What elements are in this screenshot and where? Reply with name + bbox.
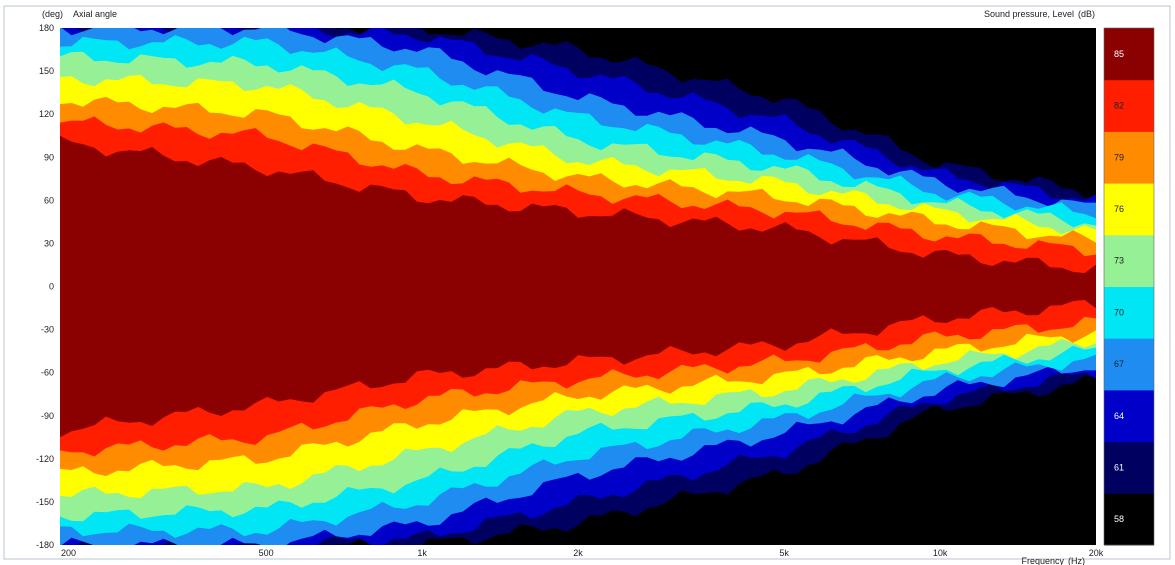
colorbar-swatch-70 xyxy=(1104,286,1154,339)
colorbar-level-label: 73 xyxy=(1114,256,1124,266)
x-tick-label: 500 xyxy=(259,548,274,558)
x-tick-label: 20k xyxy=(1089,548,1104,558)
y-tick-label: -120 xyxy=(36,454,54,464)
colorbar-level-label: 61 xyxy=(1114,463,1124,473)
colorbar-swatch-73 xyxy=(1104,234,1154,287)
y-tick-label: 0 xyxy=(49,282,54,292)
colorbar-swatch-79 xyxy=(1104,131,1154,184)
x-axis-unit: (Hz) xyxy=(1068,556,1085,565)
y-tick-label: -150 xyxy=(36,497,54,507)
x-tick-label: 1k xyxy=(417,548,427,558)
y-axis-ticks: 180 150 120 90 60 30 0 -30 -60 -90 -120 -150 -180 xyxy=(36,23,54,550)
colorbar-swatch-58 xyxy=(1104,493,1154,546)
colorbar-level-label: 85 xyxy=(1114,49,1124,59)
x-axis-ticks: 200 500 1k 2k 5k 10k 20k xyxy=(61,548,1104,558)
x-tick-label: 200 xyxy=(61,548,76,558)
colorbar-swatch-85 xyxy=(1104,28,1154,81)
x-tick-label: 10k xyxy=(933,548,948,558)
colorbar-level-label: 58 xyxy=(1114,514,1124,524)
plot-area xyxy=(60,28,1096,545)
x-tick-label: 5k xyxy=(779,548,789,558)
y-tick-label: 180 xyxy=(39,23,54,33)
colorbar-swatch-82 xyxy=(1104,79,1154,132)
colorbar-frame xyxy=(1103,27,1155,546)
colorbar-level-label: 67 xyxy=(1114,359,1124,369)
y-tick-label: 120 xyxy=(39,109,54,119)
y-tick-label: 60 xyxy=(44,195,54,205)
y-tick-label: 90 xyxy=(44,152,54,162)
y-tick-label: -180 xyxy=(36,540,54,550)
colorbar-level-label: 79 xyxy=(1114,152,1124,162)
colorbar: 58 61 64 67 70 73 76 79 82 85 xyxy=(1103,27,1155,546)
y-tick-label: -60 xyxy=(41,368,54,378)
window-border xyxy=(3,5,1171,560)
x-axis-label: Frequency xyxy=(1021,556,1064,565)
y-tick-label: 30 xyxy=(44,238,54,248)
colorbar-level-label: 70 xyxy=(1114,307,1124,317)
colorbar-swatch-67 xyxy=(1104,338,1154,391)
y-axis-unit: (deg) xyxy=(42,9,63,19)
colorbar-level-label: 64 xyxy=(1114,411,1124,421)
colorbar-level-label: 82 xyxy=(1114,101,1124,111)
colorbar-level-label: 76 xyxy=(1114,204,1124,214)
colorbar-swatch-64 xyxy=(1104,389,1154,443)
y-tick-label: -30 xyxy=(41,325,54,335)
colorbar-label: Sound pressure, Level xyxy=(984,9,1074,19)
colorbar-swatch-61 xyxy=(1104,441,1154,494)
y-axis-label: Axial angle xyxy=(73,9,117,19)
y-tick-label: 150 xyxy=(39,66,54,76)
y-tick-label: -90 xyxy=(41,411,54,421)
colorbar-unit: (dB) xyxy=(1078,9,1095,19)
contour-band-85-db xyxy=(60,135,1096,438)
x-tick-label: 2k xyxy=(573,548,583,558)
colorbar-swatch-76 xyxy=(1104,183,1154,236)
